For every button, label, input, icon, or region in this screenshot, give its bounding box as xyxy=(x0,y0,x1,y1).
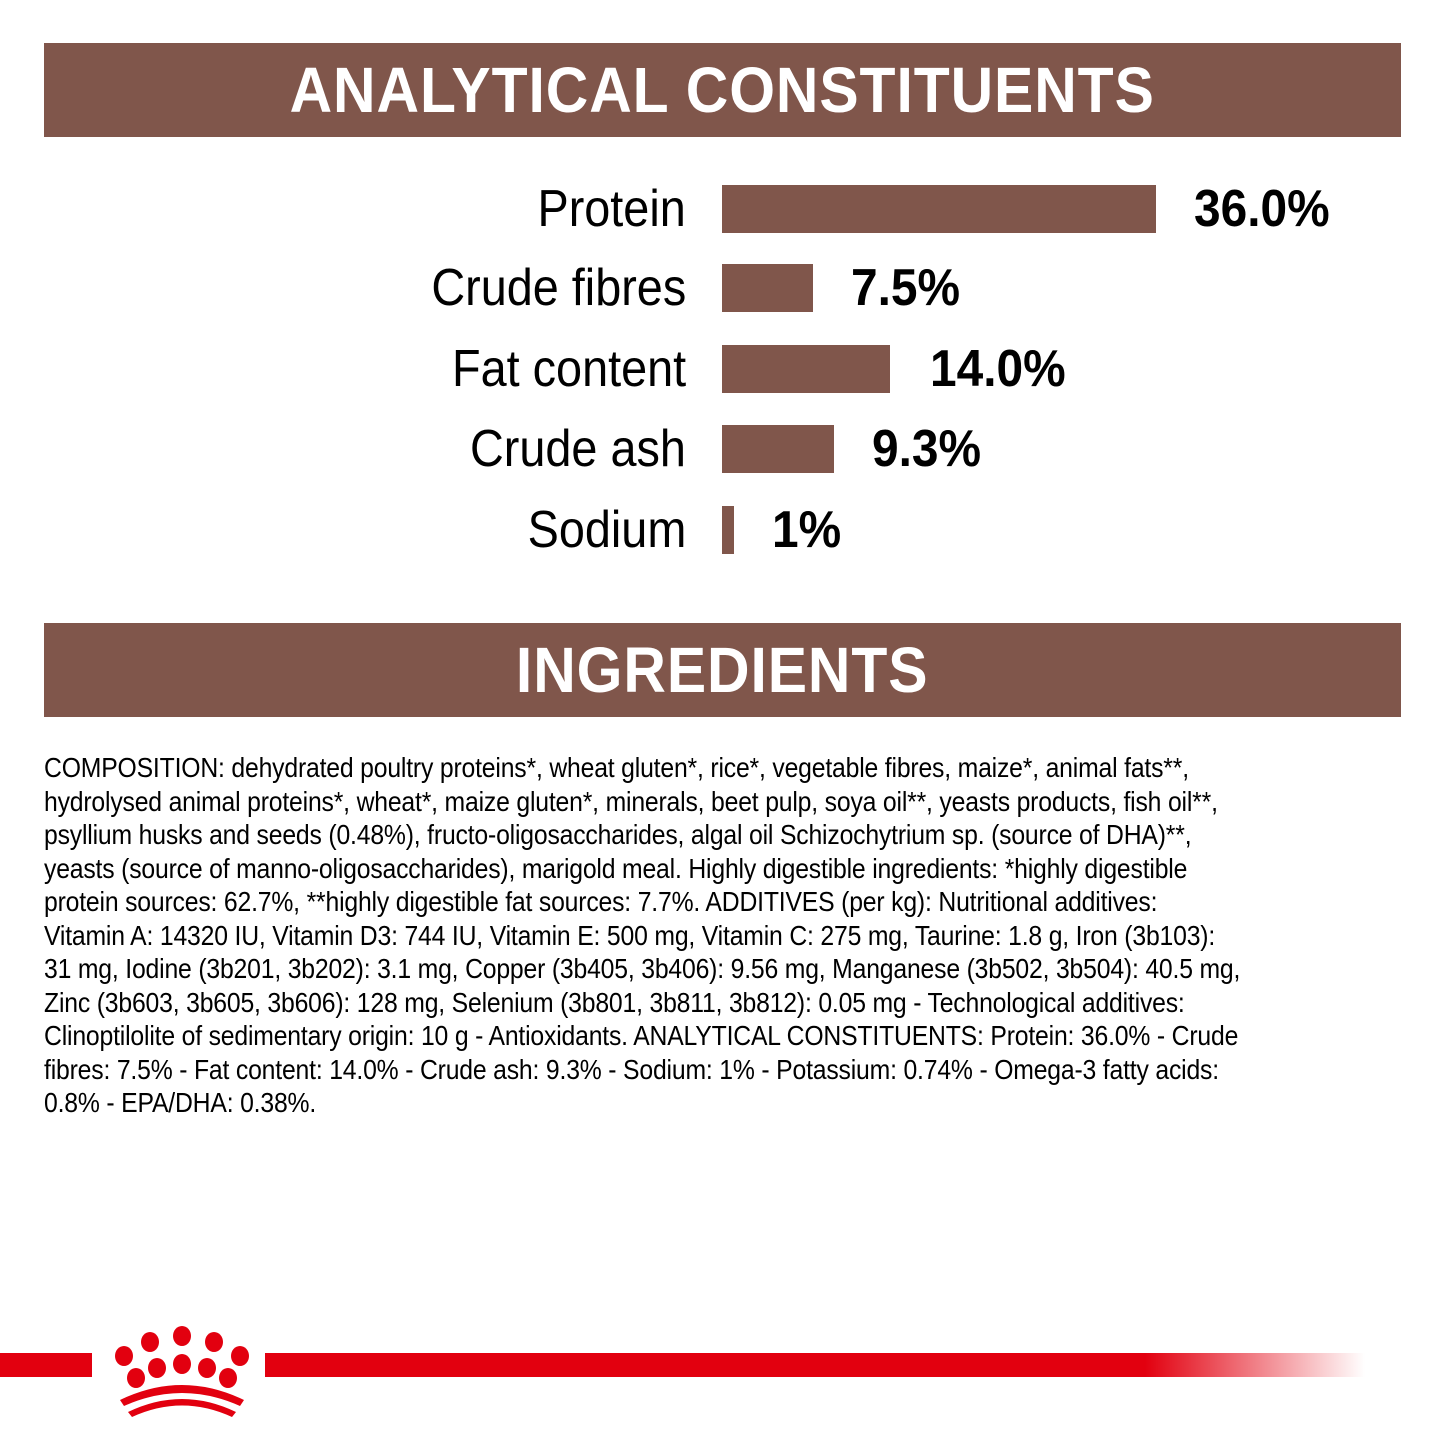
bar-crude-ash xyxy=(722,425,834,473)
row-label: Fat content xyxy=(451,340,686,398)
text-line: Clinoptilolite of sedimentary origin: 10… xyxy=(44,1020,1239,1051)
text-line: COMPOSITION: dehydrated poultry proteins… xyxy=(44,752,1189,783)
text-line: hydrolysed animal proteins*, wheat*, mai… xyxy=(44,785,1218,817)
bar-protein xyxy=(722,185,1156,233)
chart-row-sodium: Sodium 1% xyxy=(0,502,1445,558)
text-line: fibres: 7.5% - Fat content: 14.0% - Crud… xyxy=(44,1053,1219,1085)
analytical-constituents-chart: Protein 36.0% Crude fibres 7.5% Fat cont… xyxy=(0,0,1445,600)
bar-sodium xyxy=(722,506,734,554)
crown-logo-icon xyxy=(115,1326,249,1417)
row-value: 14.0% xyxy=(930,340,1066,398)
row-label: Crude fibres xyxy=(431,259,686,317)
row-value: 9.3% xyxy=(872,420,982,478)
ingredients-header: INGREDIENTS xyxy=(44,623,1401,717)
footer-red-line-left xyxy=(0,1353,92,1377)
analytical-constituents-title: ANALYTICAL CONSTITUENTS xyxy=(289,54,1156,126)
ingredients-title: INGREDIENTS xyxy=(516,634,929,706)
text-line: yeasts (source of manno-oligosaccharides… xyxy=(44,852,1188,884)
chart-row-fat-content: Fat content 14.0% xyxy=(0,341,1445,397)
bar-fat-content xyxy=(722,345,890,393)
text-line: 0.8% - EPA/DHA: 0.38%. xyxy=(44,1087,317,1118)
chart-row-protein: Protein 36.0% xyxy=(0,181,1445,237)
row-label: Sodium xyxy=(527,501,686,559)
text-line: 31 mg, Iodine (3b201, 3b202): 3.1 mg, Co… xyxy=(44,953,1241,984)
text-line: Zinc (3b603, 3b605, 3b606): 128 mg, Sele… xyxy=(44,986,1185,1018)
chart-row-crude-ash: Crude ash 9.3% xyxy=(0,421,1445,477)
text-line: psyllium husks and seeds (0.48%), fructo… xyxy=(44,819,1192,850)
text-line: Vitamin A: 14320 IU, Vitamin D3: 744 IU,… xyxy=(44,919,1216,951)
ingredients-composition-text: COMPOSITION: dehydrated poultry proteins… xyxy=(44,751,1394,1120)
text-line: protein sources: 62.7%, **highly digesti… xyxy=(44,886,1158,917)
row-value: 7.5% xyxy=(851,259,961,317)
analytical-constituents-header: ANALYTICAL CONSTITUENTS xyxy=(44,43,1401,137)
bar-crude-fibres xyxy=(722,264,813,312)
footer-red-line-right xyxy=(265,1353,1365,1377)
row-label: Crude ash xyxy=(470,420,686,478)
row-value: 36.0% xyxy=(1194,180,1330,238)
chart-row-crude-fibres: Crude fibres 7.5% xyxy=(0,260,1445,316)
row-value: 1% xyxy=(772,501,842,559)
row-label: Protein xyxy=(537,180,686,238)
